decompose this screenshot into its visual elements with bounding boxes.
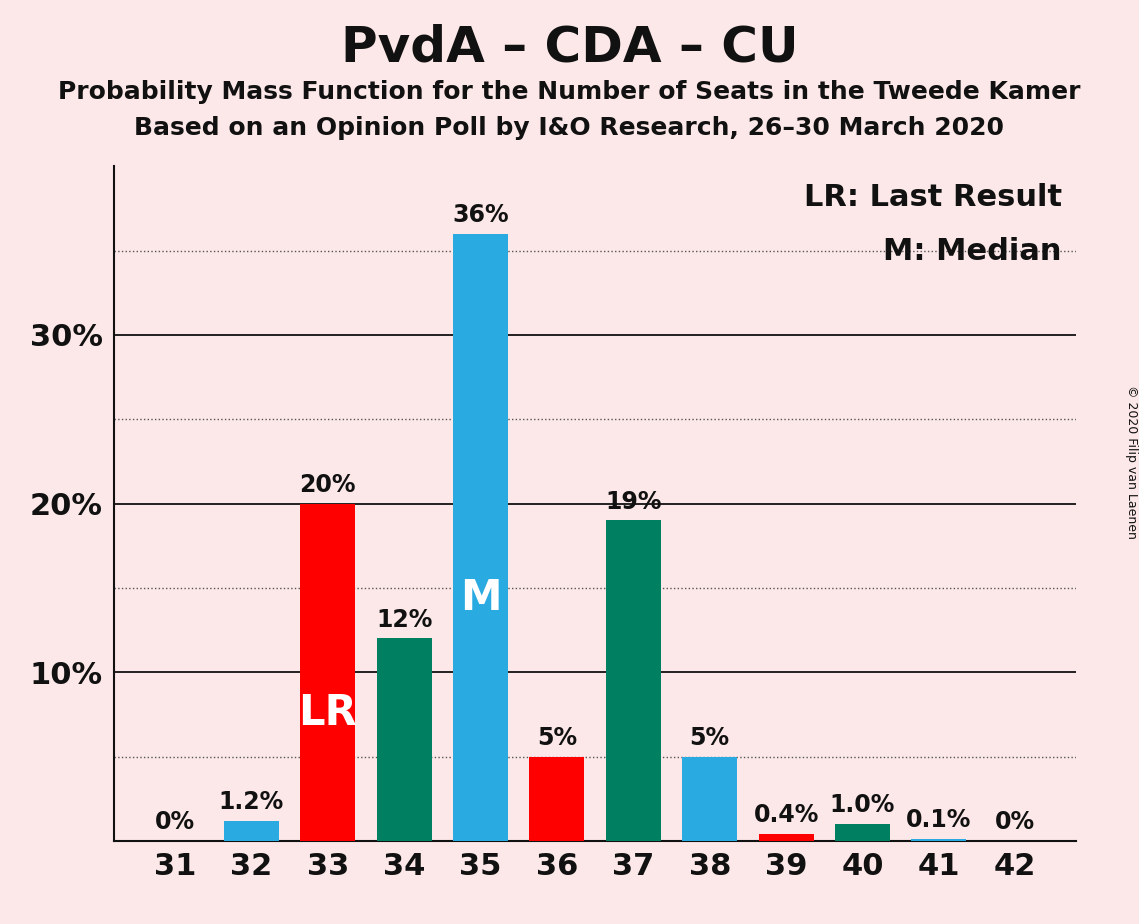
Bar [835, 824, 890, 841]
Text: 20%: 20% [300, 473, 357, 497]
Text: M: Median: M: Median [884, 237, 1062, 266]
Text: 5%: 5% [689, 725, 730, 749]
Bar [606, 520, 661, 841]
Text: 5%: 5% [536, 725, 577, 749]
Text: 1.0%: 1.0% [830, 793, 895, 817]
Text: © 2020 Filip van Laenen: © 2020 Filip van Laenen [1124, 385, 1138, 539]
Text: Probability Mass Function for the Number of Seats in the Tweede Kamer: Probability Mass Function for the Number… [58, 80, 1081, 104]
Bar [377, 638, 432, 841]
Bar [759, 834, 813, 841]
Text: 0%: 0% [995, 810, 1035, 834]
Text: 1.2%: 1.2% [219, 790, 284, 814]
Bar [224, 821, 279, 841]
Text: M: M [460, 577, 501, 619]
Bar [453, 234, 508, 841]
Bar [911, 839, 966, 841]
Text: Based on an Opinion Poll by I&O Research, 26–30 March 2020: Based on an Opinion Poll by I&O Research… [134, 116, 1005, 140]
Text: PvdA – CDA – CU: PvdA – CDA – CU [341, 23, 798, 71]
Text: 36%: 36% [452, 203, 509, 227]
Text: 0.1%: 0.1% [907, 808, 972, 833]
Bar [530, 757, 584, 841]
Text: 19%: 19% [605, 490, 662, 514]
Text: LR: Last Result: LR: Last Result [804, 183, 1062, 213]
Text: 0%: 0% [155, 810, 195, 834]
Text: LR: LR [298, 692, 358, 734]
Bar [682, 757, 737, 841]
Bar [301, 504, 355, 841]
Text: 12%: 12% [376, 608, 433, 632]
Text: 0.4%: 0.4% [753, 803, 819, 827]
